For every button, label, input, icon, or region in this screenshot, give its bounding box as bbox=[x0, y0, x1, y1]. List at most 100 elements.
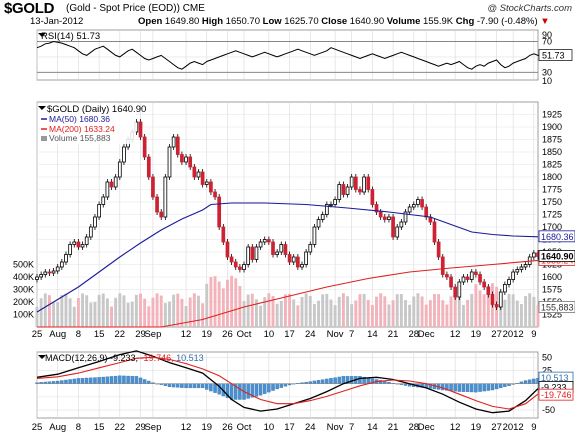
volume-bar bbox=[81, 293, 84, 327]
volume-bar bbox=[441, 300, 445, 327]
volume-legend-swatch bbox=[41, 136, 47, 141]
candle-body bbox=[209, 181, 213, 193]
price-y-tick-label: 1775 bbox=[542, 185, 562, 195]
candle-body bbox=[76, 241, 81, 248]
volume-bar bbox=[449, 296, 453, 327]
macd-histogram-bar bbox=[325, 378, 329, 384]
volume-bar bbox=[453, 293, 457, 327]
volume-bar bbox=[122, 295, 126, 327]
candle-body bbox=[370, 189, 375, 205]
volume-bar bbox=[114, 297, 118, 327]
volume-bar bbox=[172, 294, 176, 327]
macd-histogram-bar bbox=[494, 383, 499, 390]
volume-bar bbox=[474, 284, 478, 327]
candle-body bbox=[507, 279, 511, 285]
candle-body bbox=[362, 176, 366, 193]
volume-bar bbox=[43, 293, 47, 327]
x-tick-label-price: 10 bbox=[264, 329, 275, 340]
x-tick-label-price: 2012 bbox=[503, 329, 524, 340]
candle-body bbox=[494, 304, 499, 308]
macd-histogram-bar bbox=[279, 383, 284, 388]
x-tick-label-macd: 26 bbox=[222, 422, 233, 433]
macd-histogram-bar bbox=[316, 380, 321, 384]
macd-histogram-bar bbox=[68, 379, 72, 384]
volume-label: Volume bbox=[386, 16, 421, 27]
macd-histogram-bar bbox=[80, 378, 85, 384]
copyright-link[interactable]: @ StockCharts.com bbox=[487, 3, 572, 14]
macd-histogram-last-value: 10.513 bbox=[541, 373, 569, 383]
macd-histogram-bar bbox=[176, 383, 180, 388]
candle-body bbox=[449, 276, 453, 288]
macd-histogram-bar bbox=[101, 376, 105, 384]
candle-body bbox=[250, 246, 255, 260]
macd-histogram-bar bbox=[341, 376, 346, 384]
down-arrow-icon: ▼ bbox=[540, 16, 550, 27]
candle-body bbox=[188, 156, 193, 168]
candle-body bbox=[482, 281, 487, 288]
candle-body bbox=[84, 236, 89, 245]
volume-bar bbox=[283, 294, 287, 327]
volume-bar bbox=[362, 293, 366, 327]
macd-legend-histogram: 10.513 bbox=[176, 353, 204, 363]
price-y-tick-label: 1700 bbox=[542, 222, 562, 232]
macd-histogram-bar bbox=[118, 375, 122, 384]
volume-bar bbox=[180, 298, 184, 327]
macd-histogram-bar bbox=[478, 383, 482, 392]
price-y-tick-label: 1925 bbox=[542, 110, 562, 120]
volume-bar bbox=[288, 293, 292, 327]
candle-body bbox=[407, 206, 412, 213]
volume-bar bbox=[39, 298, 43, 327]
price-y-tick-label: 1525 bbox=[542, 310, 562, 320]
candle-body bbox=[93, 216, 97, 228]
x-tick-label-price: 12 bbox=[450, 329, 461, 340]
x-tick-label-macd: 2012 bbox=[503, 422, 524, 433]
candle-body bbox=[258, 241, 263, 248]
candle-body bbox=[341, 184, 346, 195]
volume-bar bbox=[130, 301, 134, 327]
x-tick-label-price: 17 bbox=[284, 329, 295, 340]
candle-body bbox=[175, 136, 180, 155]
high-label: High bbox=[201, 16, 224, 27]
macd-legend-signal: -19.746, bbox=[141, 353, 177, 363]
volume-bar bbox=[292, 299, 296, 327]
candle-body bbox=[217, 196, 222, 228]
volume-bar bbox=[296, 305, 300, 327]
volume-bar bbox=[437, 294, 441, 327]
volume-bar bbox=[263, 297, 267, 327]
ma50-last-value-box bbox=[538, 230, 575, 243]
price-y-tick-label: 1600 bbox=[542, 272, 562, 282]
candle-body bbox=[308, 244, 313, 253]
macd-histogram-bar bbox=[238, 383, 242, 400]
macd-histogram-bar bbox=[457, 383, 462, 392]
close-value: 1640.90 bbox=[349, 16, 385, 27]
price-y-tick-label: 1825 bbox=[542, 160, 562, 170]
candle-body bbox=[453, 286, 458, 298]
price-legend-marker-icon bbox=[38, 106, 46, 110]
macd-histogram-bar bbox=[213, 383, 217, 393]
volume-bar bbox=[110, 306, 113, 327]
candle-body bbox=[490, 294, 495, 305]
volume-bar bbox=[47, 295, 51, 327]
macd-last-value: -9.233 bbox=[541, 382, 567, 392]
candle-body bbox=[320, 214, 325, 220]
macd-histogram-bar bbox=[126, 375, 130, 384]
macd-histogram-bar bbox=[499, 383, 503, 389]
volume-bar bbox=[358, 294, 362, 327]
x-tick-label-price: 24 bbox=[305, 329, 316, 340]
candle-body bbox=[353, 176, 358, 190]
volume-bar bbox=[246, 294, 250, 327]
ma50-line bbox=[36, 202, 539, 313]
macd-legend-value: -9.233, bbox=[110, 353, 141, 363]
x-tick-label-macd: 27 bbox=[491, 422, 502, 433]
macd-histogram-bar bbox=[486, 383, 491, 391]
volume-bar bbox=[329, 299, 333, 327]
macd-histogram-bar bbox=[258, 383, 263, 396]
candle-body bbox=[225, 241, 230, 258]
candle-body bbox=[291, 256, 296, 263]
macd-histogram-bar bbox=[383, 381, 387, 384]
macd-histogram-bar bbox=[171, 383, 176, 388]
volume-bar bbox=[259, 305, 263, 327]
candle-body bbox=[113, 176, 118, 188]
candle-body bbox=[304, 251, 308, 265]
